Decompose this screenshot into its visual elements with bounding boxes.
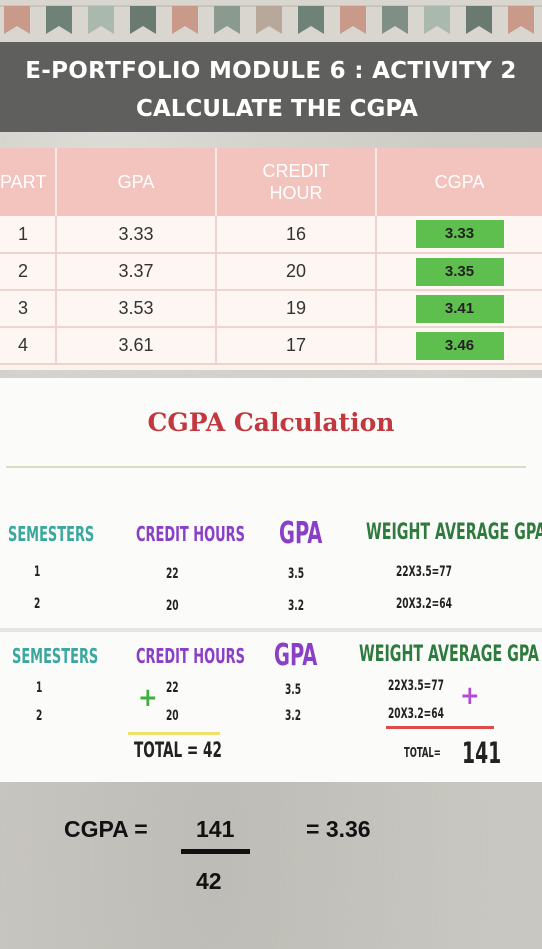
ch-value: 20 (166, 708, 179, 724)
red-underline (386, 726, 494, 729)
formula-denominator: 42 (196, 868, 222, 894)
gpa-table: PART GPA CREDIT HOUR CGPA 1 3.33 16 3.33… (0, 148, 542, 370)
cell-gpa: 3.37 (56, 253, 217, 291)
gpa-value: 3.5 (285, 682, 302, 698)
sem-value: 1 (34, 564, 41, 580)
cgpa-highlight: 3.35 (415, 257, 504, 286)
bunting-flag (466, 6, 492, 34)
calc-title: CGPA Calculation (147, 408, 395, 437)
gpa-header: GPA (274, 638, 318, 673)
header-cgpa: CGPA (376, 148, 542, 216)
bunting-flag (382, 6, 408, 34)
table-row: 1 3.33 16 3.33 (0, 216, 542, 254)
ch-value: 22 (166, 680, 179, 696)
sem-value: 2 (34, 596, 41, 612)
bunting-flag (424, 6, 450, 34)
wag-header: WEIGHT AVERAGE GPA (359, 642, 539, 667)
bunting-flag (172, 6, 198, 34)
table-row: 3 3.53 19 3.41 (0, 290, 542, 328)
cgpa-highlight: 3.41 (415, 294, 504, 323)
divider (6, 466, 526, 468)
cell-credit: 16 (216, 216, 377, 254)
header-credit-hour-text: CREDIT HOUR (262, 161, 330, 203)
cell-credit: 20 (216, 253, 377, 291)
cell-cgpa: 3.46 (376, 327, 542, 365)
formula-numerator: 141 (196, 816, 235, 842)
bunting-flag (130, 6, 156, 34)
table-header-row: PART GPA CREDIT HOUR CGPA (0, 148, 542, 216)
table-row: 4 3.61 17 3.46 (0, 327, 542, 365)
cgpa-calculation-section: CGPA Calculation SEMESTERS CREDIT HOURS … (0, 378, 542, 782)
bunting-flag (340, 6, 366, 34)
gpa-value: 3.2 (285, 708, 302, 724)
wag-header: WEIGHT AVERAGE GPA (366, 520, 542, 545)
banner-title-line2: CALCULATE THE CGPA (136, 96, 418, 122)
semesters-header: SEMESTERS (12, 644, 99, 668)
cell-cgpa: 3.41 (376, 290, 542, 328)
formula-label: CGPA = (64, 816, 148, 842)
cell-part: 3 (0, 290, 57, 328)
credit-hours-header: CREDIT HOURS (136, 522, 245, 546)
semesters-header: SEMESTERS (8, 522, 95, 546)
header-credit-hour: CREDIT HOUR (216, 148, 377, 216)
total-label: TOTAL= (404, 746, 441, 761)
bunting-flag (88, 6, 114, 34)
total-value: 141 (462, 736, 502, 770)
header-gpa: GPA (56, 148, 217, 216)
calc-table-2: SEMESTERS CREDIT HOURS GPA WEIGHT AVERAG… (0, 628, 542, 782)
cell-cgpa: 3.35 (376, 253, 542, 291)
sem-value: 2 (36, 708, 43, 724)
plus-sign-green: + (138, 683, 158, 713)
bunting-decoration (0, 0, 542, 42)
cell-cgpa: 3.33 (376, 216, 542, 254)
table-row: 2 3.37 20 3.35 (0, 253, 542, 291)
calc-table-1: SEMESTERS CREDIT HOURS GPA WEIGHT AVERAG… (0, 508, 542, 626)
cell-credit: 19 (216, 290, 377, 328)
title-banner: E-PORTFOLIO MODULE 6 : ACTIVITY 2 CALCUL… (0, 42, 542, 132)
bunting-flag (4, 6, 30, 34)
cell-part: 2 (0, 253, 57, 291)
yellow-underline (128, 732, 220, 735)
cgpa-highlight: 3.33 (415, 220, 504, 248)
cell-part: 1 (0, 216, 57, 254)
gpa-value: 3.2 (288, 598, 305, 614)
ch-value: 22 (166, 566, 179, 582)
cell-part: 4 (0, 327, 57, 365)
bunting-flag (46, 6, 72, 34)
header-part: PART (0, 148, 57, 216)
formula-result: = 3.36 (306, 816, 371, 842)
total-credit-hours: TOTAL = 42 (134, 738, 222, 762)
gpa-value: 3.5 (288, 566, 305, 582)
credit-hours-header: CREDIT HOURS (136, 644, 245, 668)
cell-gpa: 3.61 (56, 327, 217, 365)
wag-value: 20X3.2=64 (396, 596, 452, 612)
wag-value: 22X3.5=77 (388, 678, 444, 694)
cgpa-highlight: 3.46 (415, 331, 504, 360)
sem-value: 1 (36, 680, 43, 696)
cell-gpa: 3.53 (56, 290, 217, 328)
bunting-flag (508, 6, 534, 34)
wag-value: 20X3.2=64 (388, 706, 444, 722)
gpa-header: GPA (279, 516, 323, 551)
bunting-flag (298, 6, 324, 34)
wag-value: 22X3.5=77 (396, 564, 452, 580)
ch-value: 20 (166, 598, 179, 614)
cell-gpa: 3.33 (56, 216, 217, 254)
bunting-flag (214, 6, 240, 34)
banner-title-line1: E-PORTFOLIO MODULE 6 : ACTIVITY 2 (25, 58, 517, 84)
fraction-bar (181, 849, 250, 854)
cell-credit: 17 (216, 327, 377, 365)
bunting-flag (256, 6, 282, 34)
cgpa-formula: CGPA = 141 42 = 3.36 (0, 782, 542, 949)
plus-sign-purple: + (460, 681, 480, 711)
